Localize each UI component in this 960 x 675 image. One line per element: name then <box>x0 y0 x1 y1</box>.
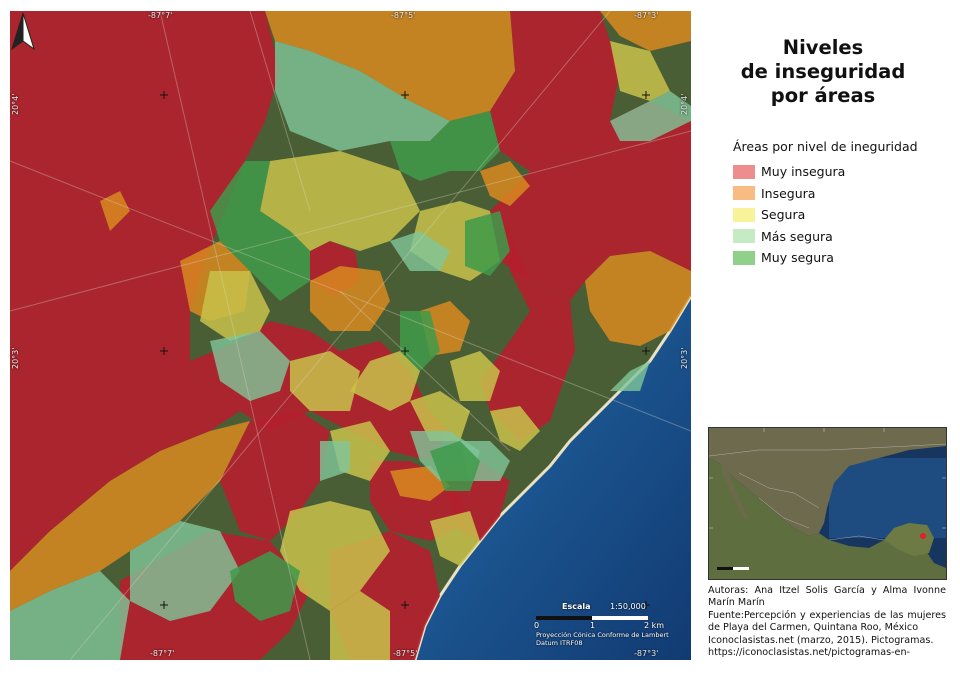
legend-swatch <box>733 164 755 179</box>
scale-segment-1 <box>536 616 592 620</box>
legend-item-mas-segura: Más segura <box>733 226 845 248</box>
scale-tick-0: 0 <box>534 621 540 630</box>
legend-swatch <box>733 186 755 201</box>
coord-top-2: -87°5' <box>391 11 416 20</box>
title-line-2: de inseguridad <box>740 60 906 83</box>
legend-label: Muy segura <box>761 250 834 266</box>
north-arrow-icon <box>11 12 35 51</box>
coord-top-3: -87°3' <box>634 11 659 20</box>
legend-swatch <box>733 229 755 244</box>
legend-heading: Áreas por nivel de ineguridad <box>733 139 918 154</box>
urban-roads <box>10 11 691 660</box>
legend-label: Muy insegura <box>761 164 846 180</box>
scale-tick-1: 1 <box>590 621 596 630</box>
scale-bar: Escala 1:50,000 0 1 2 km Proyección Cóni… <box>522 598 682 648</box>
coord-left-2: 20°3' <box>11 347 20 369</box>
legend: Muy insegura Insegura Segura Más segura … <box>733 161 845 269</box>
sea-area <box>415 296 691 660</box>
coord-right-2: 20°3' <box>680 347 689 369</box>
legend-item-segura: Segura <box>733 204 845 226</box>
coord-left-1: 20°4' <box>11 93 20 115</box>
scale-tick-2: 2 km <box>644 621 665 630</box>
title-line-1: Niveles <box>782 36 864 59</box>
legend-label: Más segura <box>761 228 833 244</box>
inset-map-canvas <box>709 428 946 579</box>
graticule <box>160 91 650 609</box>
coord-bottom-1: -87°7' <box>150 649 175 658</box>
datum-label: Datum ITRF08 <box>536 639 583 647</box>
credits-pictograms: Iconoclasistas.net (marzo, 2015). Pictog… <box>708 634 934 646</box>
coord-right-1: 20°4' <box>680 93 689 115</box>
location-marker-icon <box>920 533 926 539</box>
zones-muy-segura <box>210 111 510 621</box>
credits-source: Fuente:Percepción y experiencias de las … <box>708 609 946 634</box>
coord-bottom-3: -87°3' <box>634 649 659 658</box>
scale-ratio: 1:50,000 <box>610 602 646 611</box>
credits-url: https://iconoclasistas.net/pictogramas-e… <box>708 647 910 659</box>
zones-insegura <box>10 11 691 611</box>
coord-bottom-2: -87°5' <box>393 649 418 658</box>
credits-authors: Autoras: Ana Itzel Solis García y Alma I… <box>708 585 946 609</box>
inset-locator-map <box>708 427 947 580</box>
map-canvas <box>10 11 691 660</box>
scale-segment-2 <box>592 616 648 620</box>
legend-label: Insegura <box>761 185 816 201</box>
map-title: Niveles de inseguridad por áreas <box>718 36 928 108</box>
credits-block: Autoras: Ana Itzel Solis García y Alma I… <box>708 585 946 659</box>
projection-label: Proyección Cónica Conforme de Lambert <box>536 631 669 639</box>
legend-item-insegura: Insegura <box>733 183 845 205</box>
map-frame[interactable]: -87°7' -87°5' -87°3' -87°7' -87°5' -87°3… <box>10 11 691 660</box>
legend-item-muy-segura: Muy segura <box>733 247 845 269</box>
legend-label: Segura <box>761 207 806 223</box>
legend-swatch <box>733 250 755 265</box>
legend-item-muy-insegura: Muy insegura <box>733 161 845 183</box>
scale-title: Escala <box>562 602 591 611</box>
legend-swatch <box>733 207 755 222</box>
coord-top-1: -87°7' <box>148 11 173 20</box>
title-line-3: por áreas <box>770 84 876 107</box>
